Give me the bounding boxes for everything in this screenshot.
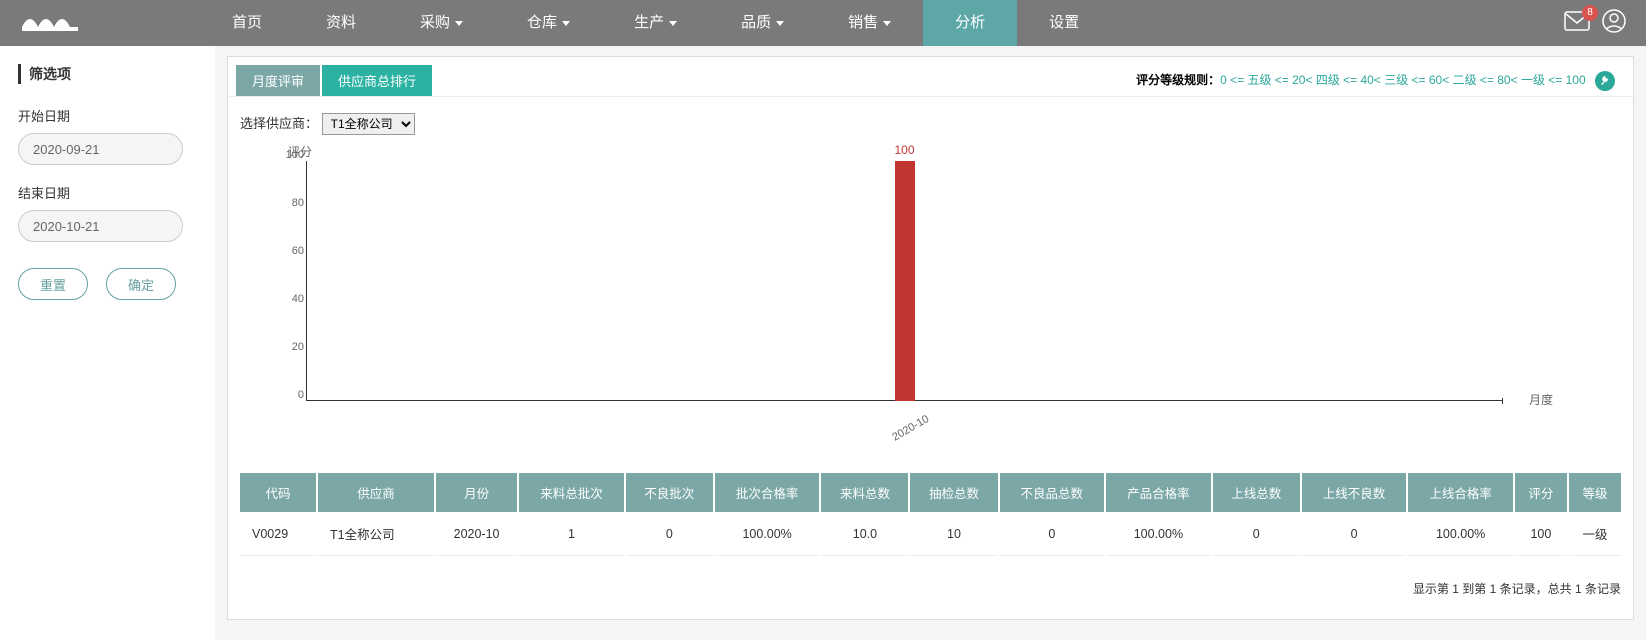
- y-tick: 60: [292, 245, 304, 257]
- user-icon[interactable]: [1602, 9, 1626, 38]
- table-cell: 0: [1000, 512, 1105, 556]
- rule-body: 0 <= 五级 <= 20< 四级 <= 40< 三级 <= 60< 二级 <=…: [1220, 73, 1586, 87]
- table-header-cell[interactable]: 代码: [240, 473, 316, 512]
- nav-item[interactable]: 生产: [602, 0, 709, 46]
- x-end-tick: [1502, 398, 1503, 404]
- chevron-down-icon: [562, 21, 570, 26]
- supplier-select[interactable]: T1全称公司: [322, 113, 415, 135]
- y-tick: 20: [292, 341, 304, 353]
- table-header-cell[interactable]: 上线总数: [1213, 473, 1300, 512]
- table-header-cell[interactable]: 抽检总数: [910, 473, 997, 512]
- data-table: 代码供应商月份来料总批次不良批次批次合格率来料总数抽检总数不良品总数产品合格率上…: [238, 473, 1623, 556]
- logo[interactable]: [20, 7, 80, 40]
- tab-monthly-review[interactable]: 月度评审: [236, 65, 320, 96]
- table-cell: 10.0: [821, 512, 908, 556]
- nav-item[interactable]: 销售: [816, 0, 923, 46]
- table-cell: 100: [1515, 512, 1567, 556]
- chart-x-title: 月度: [1529, 391, 1553, 408]
- chart-bar[interactable]: [895, 161, 915, 401]
- top-nav: 首页资料采购仓库生产品质销售分析设置 8: [0, 0, 1646, 46]
- chart-wrap: 评分 月度 020406080100 1002020-10: [228, 139, 1633, 463]
- pager-text: 显示第 1 到第 1 条记录，总共 1 条记录: [228, 562, 1633, 619]
- chart-plot: 020406080100 1002020-10: [306, 161, 1503, 401]
- tabs-row: 月度评审 供应商总排行 评分等级规则：0 <= 五级 <= 20< 四级 <= …: [228, 57, 1633, 97]
- end-date-input[interactable]: [18, 210, 183, 242]
- panel: 月度评审 供应商总排行 评分等级规则：0 <= 五级 <= 20< 四级 <= …: [227, 56, 1634, 620]
- rule-label: 评分等级规则：: [1136, 73, 1220, 87]
- reset-button[interactable]: 重置: [18, 268, 88, 300]
- table-header-cell[interactable]: 不良批次: [626, 473, 713, 512]
- end-date-label: 结束日期: [18, 183, 197, 202]
- nav-items: 首页资料采购仓库生产品质销售分析设置: [200, 0, 1564, 46]
- chevron-down-icon: [669, 21, 677, 26]
- table-cell: 1: [519, 512, 624, 556]
- y-tick: 100: [286, 149, 304, 161]
- supplier-label: 选择供应商：: [240, 116, 318, 131]
- nav-item[interactable]: 品质: [709, 0, 816, 46]
- nav-right: 8: [1564, 9, 1626, 38]
- start-date-input[interactable]: [18, 133, 183, 165]
- table-cell: 0: [1213, 512, 1300, 556]
- wrench-icon[interactable]: [1595, 71, 1615, 91]
- table-header-cell[interactable]: 来料总批次: [519, 473, 624, 512]
- table-cell: 0: [626, 512, 713, 556]
- nav-item[interactable]: 仓库: [495, 0, 602, 46]
- supplier-row: 选择供应商： T1全称公司: [228, 97, 1633, 139]
- start-date-label: 开始日期: [18, 106, 197, 125]
- table-cell: 2020-10: [436, 512, 517, 556]
- x-tick-label: 2020-10: [890, 413, 931, 444]
- chevron-down-icon: [883, 21, 891, 26]
- y-axis: 020406080100: [276, 161, 304, 401]
- table-header-cell[interactable]: 批次合格率: [715, 473, 820, 512]
- y-tick: 40: [292, 293, 304, 305]
- tab-supplier-ranking[interactable]: 供应商总排行: [322, 65, 432, 96]
- table-cell: 10: [910, 512, 997, 556]
- main-content: 月度评审 供应商总排行 评分等级规则：0 <= 五级 <= 20< 四级 <= …: [215, 46, 1646, 640]
- rule-text: 评分等级规则：0 <= 五级 <= 20< 四级 <= 40< 三级 <= 60…: [1136, 71, 1625, 91]
- chevron-down-icon: [455, 21, 463, 26]
- nav-item[interactable]: 分析: [923, 0, 1017, 46]
- y-axis-line: [306, 161, 307, 401]
- table-header-cell[interactable]: 评分: [1515, 473, 1567, 512]
- table-header-cell[interactable]: 上线不良数: [1302, 473, 1407, 512]
- nav-item[interactable]: 首页: [200, 0, 294, 46]
- confirm-button[interactable]: 确定: [106, 268, 176, 300]
- table-header-cell[interactable]: 月份: [436, 473, 517, 512]
- table-cell: 一级: [1569, 512, 1621, 556]
- table-body: V0029T1全称公司2020-1010100.00%10.0100100.00…: [240, 512, 1621, 556]
- table-cell: 100.00%: [1106, 512, 1211, 556]
- table-header-cell[interactable]: 供应商: [318, 473, 434, 512]
- filter-title: 筛选项: [18, 64, 197, 84]
- table-header-cell[interactable]: 来料总数: [821, 473, 908, 512]
- table-header-row: 代码供应商月份来料总批次不良批次批次合格率来料总数抽检总数不良品总数产品合格率上…: [240, 473, 1621, 512]
- nav-item[interactable]: 采购: [388, 0, 495, 46]
- table-cell: 100.00%: [715, 512, 820, 556]
- table-cell: T1全称公司: [318, 512, 434, 556]
- table-row[interactable]: V0029T1全称公司2020-1010100.00%10.0100100.00…: [240, 512, 1621, 556]
- sidebar: 筛选项 开始日期 结束日期 重置 确定: [0, 46, 215, 640]
- table-cell: 0: [1302, 512, 1407, 556]
- mail-badge: 8: [1582, 5, 1598, 21]
- y-tick: 80: [292, 197, 304, 209]
- table-cell: V0029: [240, 512, 316, 556]
- table-header-cell[interactable]: 等级: [1569, 473, 1621, 512]
- nav-item[interactable]: 设置: [1017, 0, 1111, 46]
- table-wrap: 代码供应商月份来料总批次不良批次批次合格率来料总数抽检总数不良品总数产品合格率上…: [228, 463, 1633, 562]
- table-header-cell[interactable]: 产品合格率: [1106, 473, 1211, 512]
- chart: 评分 月度 020406080100 1002020-10: [258, 143, 1613, 453]
- bar-value-label: 100: [894, 143, 914, 157]
- mail-icon[interactable]: 8: [1564, 11, 1590, 36]
- table-cell: 100.00%: [1408, 512, 1513, 556]
- table-header-cell[interactable]: 不良品总数: [1000, 473, 1105, 512]
- nav-item[interactable]: 资料: [294, 0, 388, 46]
- table-header-cell[interactable]: 上线合格率: [1408, 473, 1513, 512]
- chevron-down-icon: [776, 21, 784, 26]
- y-tick: 0: [298, 389, 304, 401]
